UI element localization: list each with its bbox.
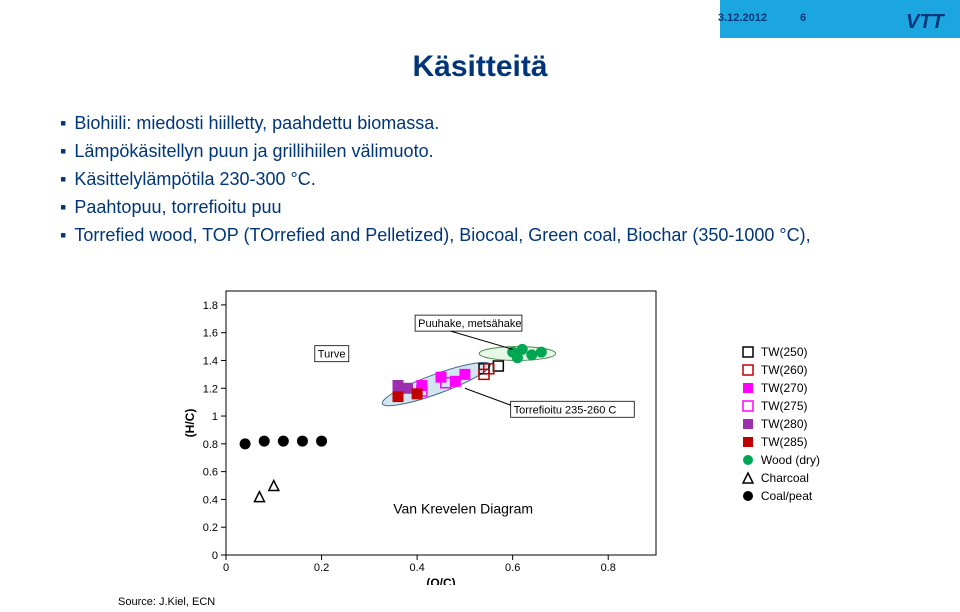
svg-text:VTT: VTT: [906, 11, 946, 33]
svg-text:Turve: Turve: [318, 349, 346, 361]
legend-item: TW(270): [741, 379, 820, 397]
legend-label: TW(285): [761, 435, 808, 449]
bullet-item: ▪Käsittelylämpötila 230-300 °C.: [60, 166, 880, 192]
svg-text:0: 0: [223, 562, 229, 574]
legend-item: TW(280): [741, 415, 820, 433]
svg-text:Puuhake, metsähake: Puuhake, metsähake: [418, 318, 521, 330]
bullet-item: ▪Lämpökäsitellyn puun ja grillihiilen vä…: [60, 138, 880, 164]
svg-text:1.4: 1.4: [203, 355, 218, 367]
svg-text:(H/C): (H/C): [183, 409, 197, 438]
svg-text:(O/C): (O/C): [426, 576, 455, 585]
svg-text:0.4: 0.4: [203, 494, 218, 506]
svg-text:1.8: 1.8: [203, 300, 218, 312]
legend-label: TW(280): [761, 417, 808, 431]
legend-item: TW(260): [741, 361, 820, 379]
legend-label: TW(270): [761, 381, 808, 395]
legend-label: TW(260): [761, 363, 808, 377]
svg-text:Torrefioitu 235-260 C: Torrefioitu 235-260 C: [514, 404, 617, 416]
svg-text:Van Krevelen Diagram: Van Krevelen Diagram: [393, 500, 533, 516]
svg-text:1.6: 1.6: [203, 328, 218, 340]
source-citation: Source: J.Kiel, ECN: [118, 596, 215, 608]
svg-text:0: 0: [212, 550, 218, 562]
header-page-number: 6: [800, 12, 806, 24]
svg-text:0.2: 0.2: [203, 522, 218, 534]
svg-text:0.6: 0.6: [203, 467, 218, 479]
bullet-item: ▪Torrefied wood, TOP (TOrrefied and Pell…: [60, 222, 880, 248]
legend-item: TW(275): [741, 397, 820, 415]
chart-legend: TW(250) TW(260) TW(270) TW(275) TW(280) TW(28…: [741, 343, 820, 505]
legend-label: Wood (dry): [761, 453, 820, 467]
svg-text:0.6: 0.6: [505, 562, 520, 574]
legend-label: TW(275): [761, 399, 808, 413]
bullet-item: ▪Biohiili: miedosti hiilletty, paahdettu…: [60, 110, 880, 136]
legend-item: TW(285): [741, 433, 820, 451]
chart-canvas: 0 0.2 0.4 0.6 0.8 0 0.2 0.4 0.6 0.8 1 1.2 1.4 1.6 1.8 (…: [180, 285, 690, 585]
legend-label: Coal/peat: [761, 489, 812, 503]
van-krevelen-chart: 0 0.2 0.4 0.6 0.8 0 0.2 0.4 0.6 0.8 1 1.2 1.4 1.6 1.8 (…: [180, 285, 820, 605]
bullet-list: ▪Biohiili: miedosti hiilletty, paahdettu…: [60, 110, 880, 250]
svg-text:0.4: 0.4: [409, 562, 424, 574]
page-title: Käsitteitä: [0, 50, 960, 84]
legend-item: Charcoal: [741, 469, 820, 487]
header-date: 3.12.2012: [718, 12, 767, 24]
svg-text:0.2: 0.2: [314, 562, 329, 574]
legend-item: TW(250): [741, 343, 820, 361]
svg-text:0.8: 0.8: [601, 562, 616, 574]
svg-text:1: 1: [212, 411, 218, 423]
vtt-logo: VTT: [878, 4, 946, 39]
svg-text:0.8: 0.8: [203, 439, 218, 451]
bullet-item: ▪Paahtopuu, torrefioitu puu: [60, 194, 880, 220]
legend-label: Charcoal: [761, 471, 809, 485]
legend-label: TW(250): [761, 345, 808, 359]
legend-item: Coal/peat: [741, 487, 820, 505]
svg-text:1.2: 1.2: [203, 383, 218, 395]
legend-item: Wood (dry): [741, 451, 820, 469]
